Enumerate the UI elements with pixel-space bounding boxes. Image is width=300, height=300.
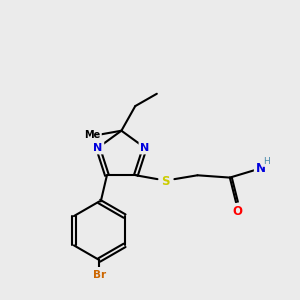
Text: H: H: [262, 157, 269, 166]
Text: S: S: [161, 175, 170, 188]
Text: Br: Br: [299, 212, 300, 222]
Text: N: N: [256, 162, 266, 175]
Text: N: N: [93, 143, 103, 153]
Text: N: N: [140, 143, 149, 153]
Text: Me: Me: [84, 130, 100, 140]
Text: O: O: [232, 205, 242, 218]
Text: Br: Br: [93, 270, 106, 280]
